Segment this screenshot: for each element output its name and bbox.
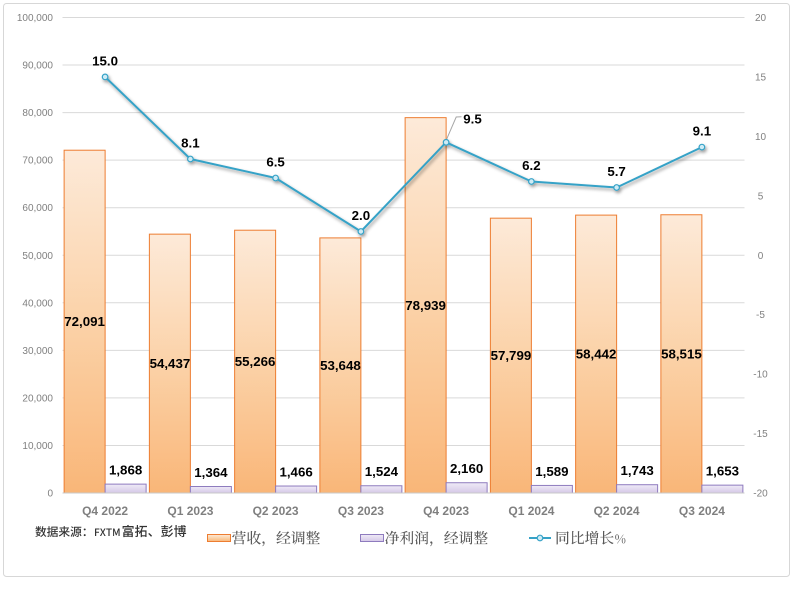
svg-text:2,160: 2,160 <box>450 461 483 476</box>
svg-text:Q4 2023: Q4 2023 <box>423 504 469 518</box>
svg-text:90,000: 90,000 <box>22 61 53 72</box>
svg-text:8.1: 8.1 <box>181 136 200 151</box>
svg-text:72,091: 72,091 <box>64 314 105 329</box>
svg-text:55,266: 55,266 <box>235 354 276 369</box>
svg-text:1,466: 1,466 <box>279 464 312 479</box>
svg-text:-20: -20 <box>753 489 768 500</box>
svg-text:1,653: 1,653 <box>706 464 739 479</box>
svg-text:Q4 2022: Q4 2022 <box>82 504 128 518</box>
svg-text:53,648: 53,648 <box>320 358 361 373</box>
svg-text:100,000: 100,000 <box>17 13 54 24</box>
svg-text:58,515: 58,515 <box>661 346 702 361</box>
svg-text:57,799: 57,799 <box>491 348 532 363</box>
svg-text:40,000: 40,000 <box>22 298 53 309</box>
svg-text:2.0: 2.0 <box>352 208 371 223</box>
svg-text:10: 10 <box>755 132 767 143</box>
svg-text:Q3 2023: Q3 2023 <box>338 504 384 518</box>
svg-text:15: 15 <box>755 72 767 83</box>
svg-text:70,000: 70,000 <box>22 156 53 167</box>
svg-text:Q1 2024: Q1 2024 <box>508 504 554 518</box>
svg-text:5.7: 5.7 <box>607 164 626 179</box>
svg-text:Q3 2024: Q3 2024 <box>679 504 725 518</box>
svg-text:54,437: 54,437 <box>150 356 191 371</box>
svg-text:Q2 2023: Q2 2023 <box>253 504 299 518</box>
svg-text:20: 20 <box>755 13 767 24</box>
svg-text:1,524: 1,524 <box>365 464 399 479</box>
svg-text:80,000: 80,000 <box>22 108 53 119</box>
svg-text:10,000: 10,000 <box>22 441 53 452</box>
svg-text:0: 0 <box>47 489 53 500</box>
svg-text:50,000: 50,000 <box>22 251 53 262</box>
svg-text:0: 0 <box>758 251 764 262</box>
svg-text:Q1 2023: Q1 2023 <box>167 504 213 518</box>
svg-text:1,743: 1,743 <box>620 463 653 478</box>
svg-text:-10: -10 <box>753 370 768 381</box>
svg-text:1,868: 1,868 <box>109 463 142 478</box>
svg-text:30,000: 30,000 <box>22 346 53 357</box>
svg-text:5: 5 <box>758 191 764 202</box>
svg-text:-5: -5 <box>756 310 765 321</box>
svg-text:6.2: 6.2 <box>522 158 541 173</box>
svg-text:20,000: 20,000 <box>22 393 53 404</box>
svg-text:-15: -15 <box>753 429 768 440</box>
svg-text:1,589: 1,589 <box>535 464 568 479</box>
svg-text:6.5: 6.5 <box>266 155 285 170</box>
svg-text:9.1: 9.1 <box>693 124 712 139</box>
svg-text:60,000: 60,000 <box>22 203 53 214</box>
svg-text:1,364: 1,364 <box>194 465 228 480</box>
svg-text:Q2 2024: Q2 2024 <box>594 504 640 518</box>
svg-text:58,442: 58,442 <box>576 347 617 362</box>
svg-text:15.0: 15.0 <box>92 53 118 68</box>
svg-text:9.5: 9.5 <box>463 111 482 126</box>
svg-text:78,939: 78,939 <box>405 298 446 313</box>
